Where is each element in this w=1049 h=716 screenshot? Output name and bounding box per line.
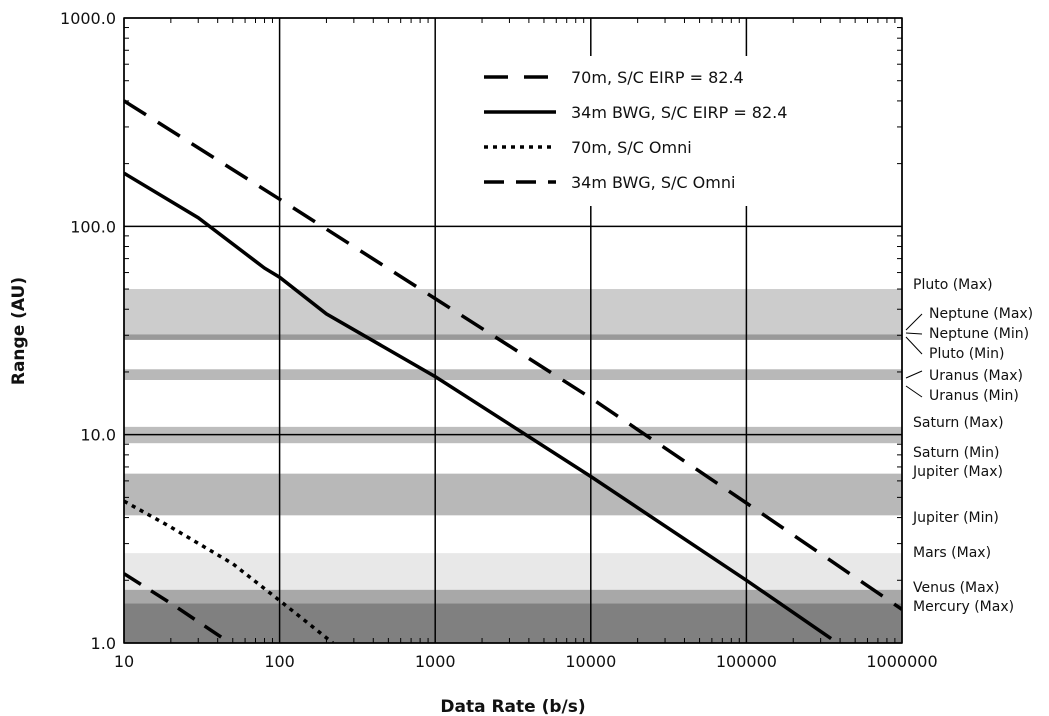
legend-label-0: 70m, S/C EIRP = 82.4 bbox=[571, 68, 744, 87]
range-band-7 bbox=[124, 603, 902, 643]
y-tick-label: 1000.0 bbox=[60, 9, 116, 28]
band-label-3: Pluto (Min) bbox=[929, 346, 1004, 362]
band-label-9: Jupiter (Min) bbox=[912, 510, 999, 526]
series-line-2 bbox=[124, 499, 334, 643]
series-line-3 bbox=[124, 572, 231, 643]
band-label-11: Venus (Max) bbox=[913, 580, 999, 596]
x-tick-label: 1000000 bbox=[866, 652, 937, 671]
band-label-1: Neptune (Max) bbox=[929, 306, 1033, 322]
legend: 70m, S/C EIRP = 82.4 34m BWG, S/C EIRP = … bbox=[468, 56, 838, 206]
data-series bbox=[124, 99, 902, 643]
planet-annotations: Pluto (Max) Neptune (Max) Neptune (Min) Plu… bbox=[905, 277, 1033, 615]
band-leader-1 bbox=[905, 313, 923, 331]
y-tick-label: 10.0 bbox=[80, 426, 116, 445]
legend-label-3: 34m BWG, S/C Omni bbox=[571, 173, 735, 192]
plot-border bbox=[123, 17, 903, 644]
x-tick-label: 100000 bbox=[716, 652, 777, 671]
y-tick-label: 1.0 bbox=[91, 634, 116, 653]
axis-tick-labels: 10 100 1000 10000 100000 1000000 1.0 10.0 100.0 1… bbox=[60, 9, 938, 671]
band-label-0: Pluto (Max) bbox=[913, 277, 993, 293]
band-label-8: Jupiter (Max) bbox=[912, 464, 1003, 480]
y-axis-title: Range (AU) bbox=[9, 277, 29, 385]
plot-frame bbox=[123, 17, 903, 644]
legend-label-1: 34m BWG, S/C EIRP = 82.4 bbox=[571, 103, 787, 122]
legend-label-2: 70m, S/C Omni bbox=[571, 138, 692, 157]
series-line-1 bbox=[124, 171, 833, 641]
x-axis-title: Data Rate (b/s) bbox=[440, 697, 585, 716]
band-leader-3 bbox=[905, 336, 923, 355]
band-label-5: Uranus (Min) bbox=[929, 388, 1019, 404]
x-tick-label: 10 bbox=[114, 652, 134, 671]
band-label-7: Saturn (Min) bbox=[913, 445, 999, 461]
band-label-2: Neptune (Min) bbox=[929, 326, 1029, 342]
range-band-1 bbox=[124, 334, 902, 340]
x-tick-label: 100 bbox=[264, 652, 295, 671]
range-band-5 bbox=[124, 553, 902, 590]
x-tick-label: 1000 bbox=[415, 652, 456, 671]
y-tick-label: 100.0 bbox=[70, 217, 116, 236]
range-band-6 bbox=[124, 589, 902, 604]
range-band-4 bbox=[124, 473, 902, 516]
band-leader-4 bbox=[905, 370, 923, 379]
planet-range-bands bbox=[124, 289, 902, 643]
band-label-6: Saturn (Max) bbox=[913, 415, 1004, 431]
x-tick-label: 10000 bbox=[565, 652, 616, 671]
band-label-12: Mercury (Max) bbox=[913, 599, 1014, 615]
range-band-0 bbox=[124, 289, 902, 335]
band-leader-2 bbox=[905, 332, 923, 335]
band-label-4: Uranus (Max) bbox=[929, 368, 1023, 384]
range-band-2 bbox=[124, 369, 902, 380]
band-label-10: Mars (Max) bbox=[913, 545, 991, 561]
band-leader-5 bbox=[905, 385, 923, 398]
series-line-0 bbox=[124, 99, 902, 611]
